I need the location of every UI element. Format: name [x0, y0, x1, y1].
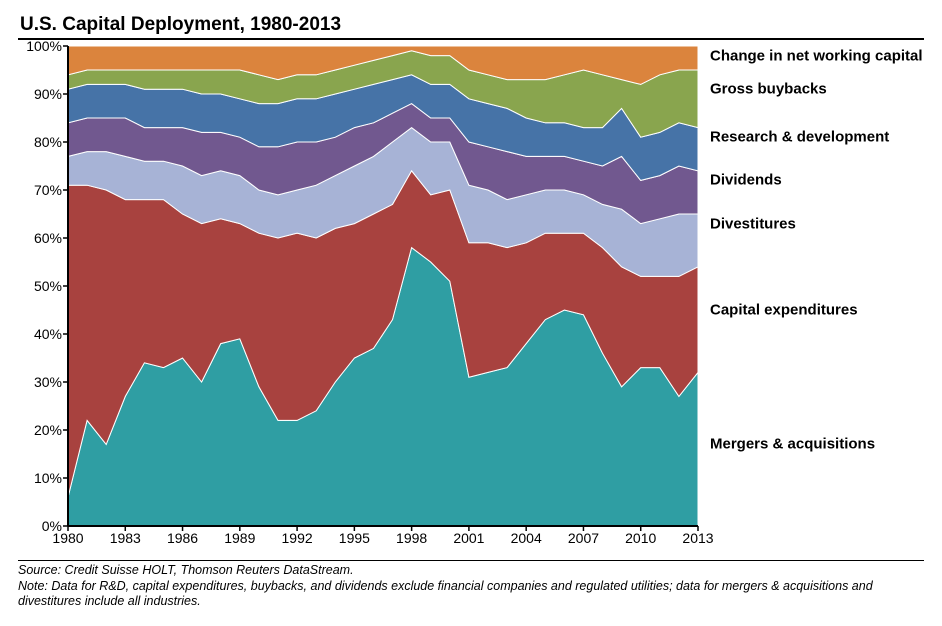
y-tick-label: 60% [34, 230, 68, 246]
chart-legend: Change in net working capitalGross buyba… [698, 46, 710, 526]
y-tick-label: 10% [34, 470, 68, 486]
stacked-area-chart: 0%10%20%30%40%50%60%70%80%90%100%1980198… [68, 46, 698, 526]
x-tick-label: 1980 [52, 526, 83, 546]
y-tick-label: 40% [34, 326, 68, 342]
y-tick-label: 100% [26, 38, 68, 54]
source-line: Source: Credit Suisse HOLT, Thomson Reut… [18, 563, 924, 579]
x-tick-label: 2010 [625, 526, 656, 546]
y-tick-label: 20% [34, 422, 68, 438]
legend-label-research_development: Research & development [710, 129, 889, 146]
y-tick-label: 90% [34, 86, 68, 102]
y-tick-label: 80% [34, 134, 68, 150]
legend-label-net_working_capital: Change in net working capital [710, 47, 923, 64]
x-tick-label: 1983 [110, 526, 141, 546]
x-tick-label: 1998 [396, 526, 427, 546]
x-tick-label: 1995 [339, 526, 370, 546]
x-tick-label: 2001 [453, 526, 484, 546]
note-line: Note: Data for R&D, capital expenditures… [18, 579, 924, 610]
x-tick-label: 2004 [511, 526, 542, 546]
x-tick-label: 2013 [682, 526, 713, 546]
legend-label-capital_expenditures: Capital expenditures [710, 302, 858, 319]
legend-label-gross_buybacks: Gross buybacks [710, 81, 827, 98]
x-tick-label: 2007 [568, 526, 599, 546]
y-tick-label: 70% [34, 182, 68, 198]
legend-label-divestitures: Divestitures [710, 215, 796, 232]
chart-title: U.S. Capital Deployment, 1980-2013 [20, 14, 924, 36]
x-tick-label: 1986 [167, 526, 198, 546]
title-rule [18, 38, 924, 40]
legend-label-mergers_acquisitions: Mergers & acquisitions [710, 436, 875, 453]
x-tick-label: 1989 [224, 526, 255, 546]
legend-label-dividends: Dividends [710, 172, 782, 189]
x-tick-label: 1992 [282, 526, 313, 546]
footer-rule [18, 560, 924, 561]
y-tick-label: 50% [34, 278, 68, 294]
y-tick-label: 30% [34, 374, 68, 390]
